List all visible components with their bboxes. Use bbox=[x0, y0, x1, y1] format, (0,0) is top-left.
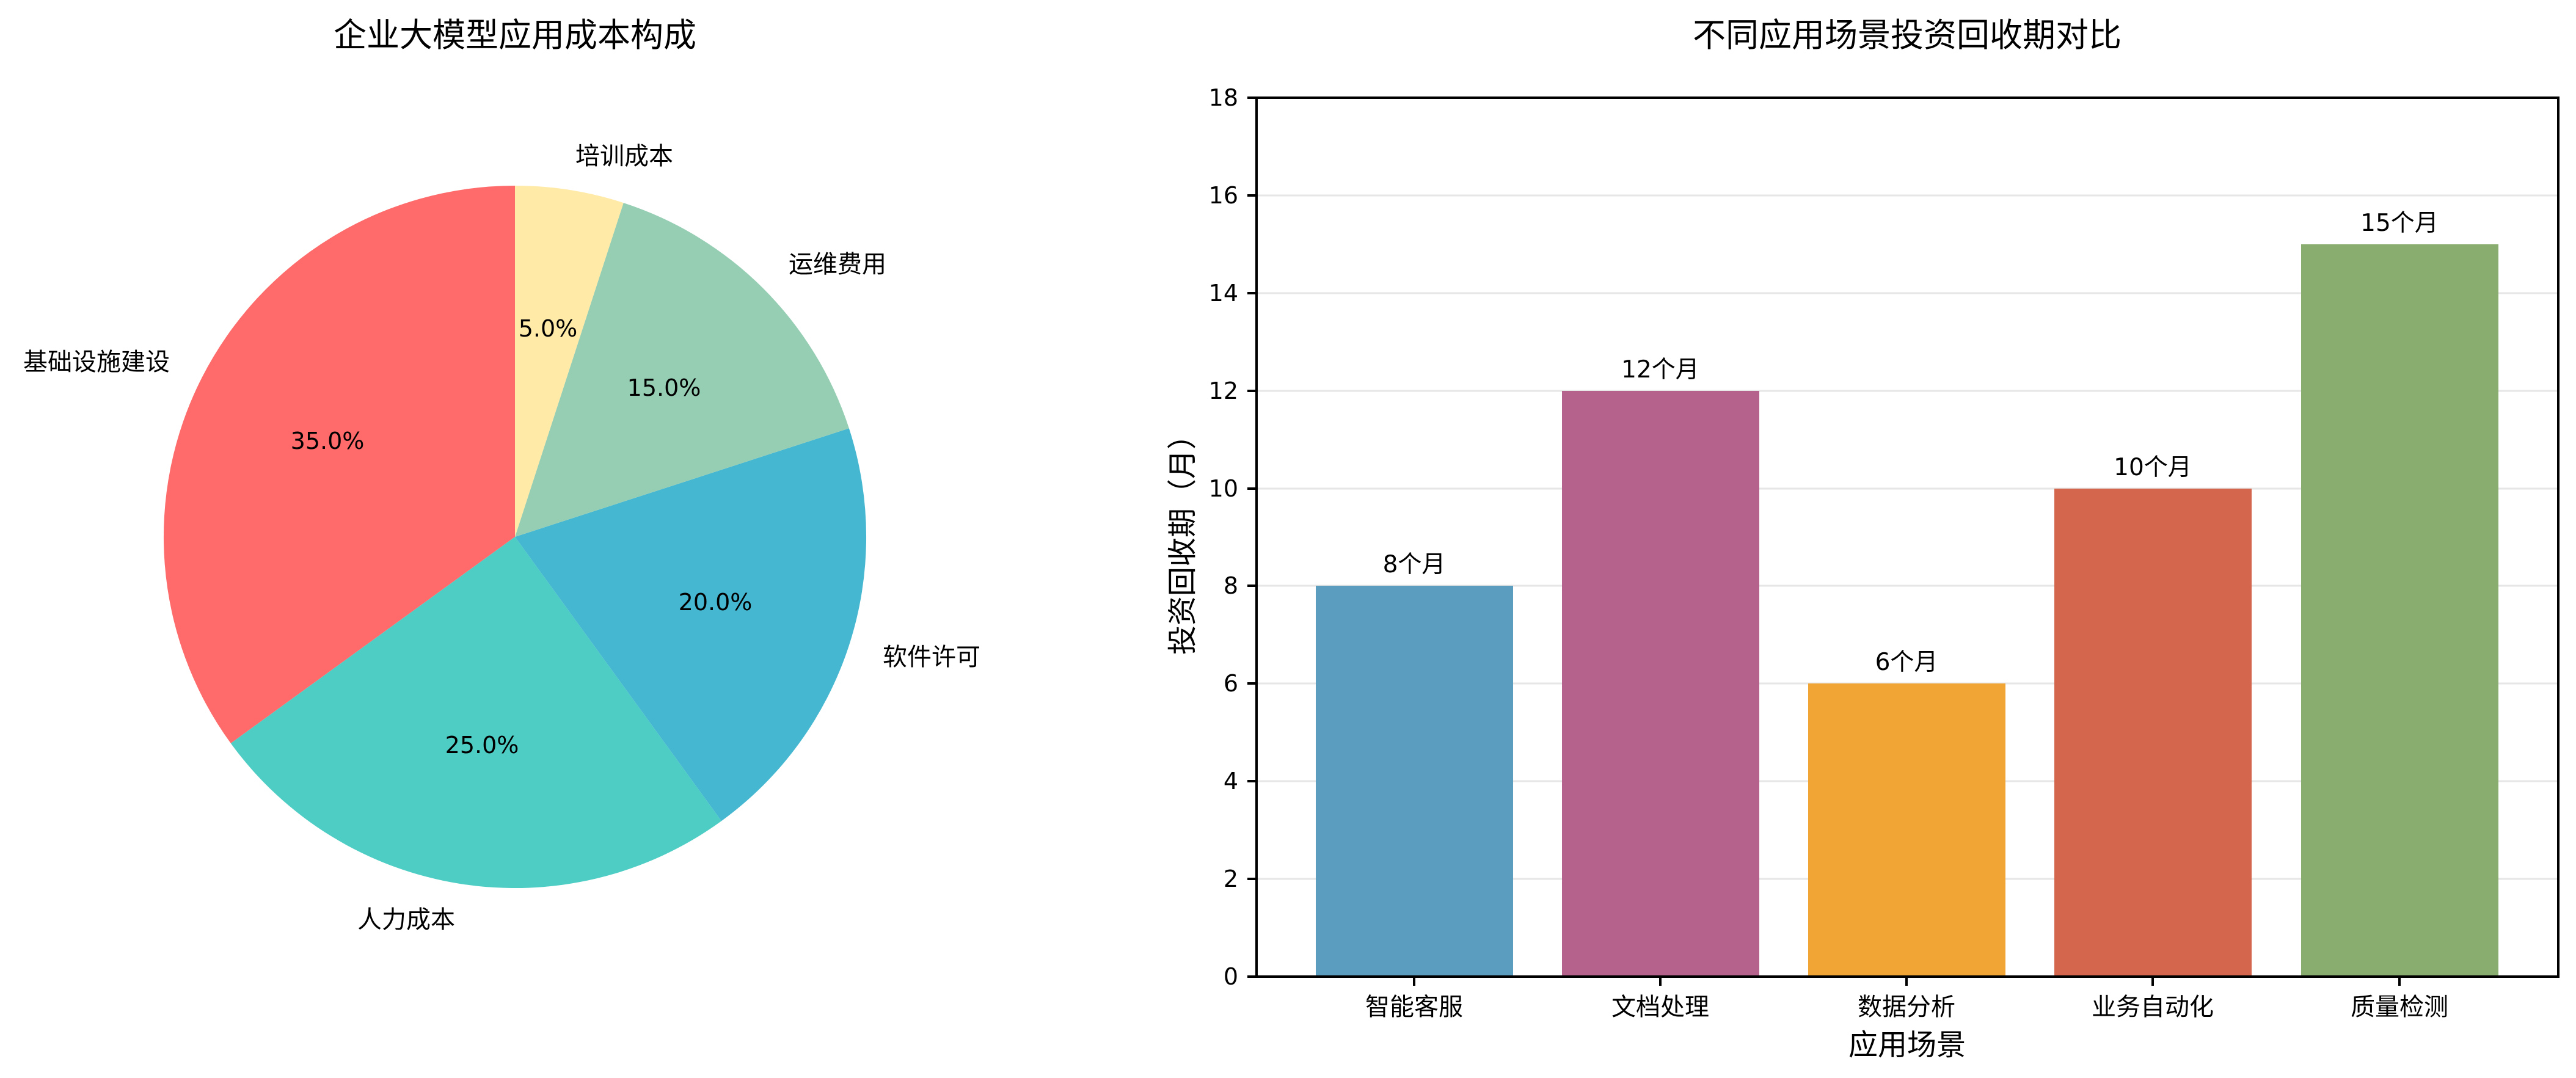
pie-slice-infrastructure bbox=[163, 186, 516, 743]
pie-pct-software: 20.0% bbox=[679, 589, 753, 616]
y-tick-label: 12 bbox=[1209, 377, 1238, 404]
pie-pct-maintenance: 15.0% bbox=[627, 374, 701, 401]
bar-value-label: 6个月 bbox=[1875, 649, 1938, 676]
pie-chart-title: 企业大模型应用成本构成 bbox=[334, 16, 696, 54]
y-tick-label: 2 bbox=[1224, 865, 1238, 892]
x-axis-label: 应用场景 bbox=[1848, 1028, 1966, 1062]
pie-label-training: 培训成本 bbox=[575, 142, 673, 170]
y-tick-label: 6 bbox=[1224, 670, 1238, 697]
y-tick-label: 18 bbox=[1209, 84, 1238, 111]
pie-label-maintenance: 运维费用 bbox=[789, 250, 886, 279]
y-tick-label: 14 bbox=[1209, 280, 1238, 307]
pie-pct-infrastructure: 35.0% bbox=[291, 428, 365, 454]
x-tick-label: 文档处理 bbox=[1611, 993, 1709, 1021]
x-axis: 智能客服 文档处理 数据分析 业务自动化 质量检测 bbox=[1365, 977, 2448, 1021]
y-tick-label: 0 bbox=[1224, 963, 1238, 990]
bar-value-label: 12个月 bbox=[1621, 356, 1699, 384]
pie-slice-maintenance bbox=[515, 203, 849, 537]
y-tick-label: 10 bbox=[1209, 475, 1238, 502]
x-tick-label: 数据分析 bbox=[1858, 993, 1955, 1021]
pie-chart: 企业大模型应用成本构成 35.0% 25.0% 20.0% 15.0% 5.0%… bbox=[23, 16, 980, 934]
y-axis: 0 2 4 6 8 10 12 14 16 18 bbox=[1209, 84, 1257, 990]
bar-chart: 不同应用场景投资回收期对比 8个月 12个月 6个月 10个月 15个月 bbox=[1166, 16, 2560, 1062]
x-tick-label: 智能客服 bbox=[1365, 993, 1463, 1021]
bar-document-processing bbox=[1562, 391, 1759, 977]
bar-data-analysis bbox=[1808, 683, 2005, 977]
bar-smart-customer-service bbox=[1316, 586, 1513, 977]
pie-label-software: 软件许可 bbox=[883, 643, 980, 671]
bar-value-label: 8个月 bbox=[1383, 551, 1446, 578]
pie-pct-training: 5.0% bbox=[519, 315, 578, 342]
x-tick-label: 质量检测 bbox=[2351, 993, 2448, 1021]
bar-chart-title: 不同应用场景投资回收期对比 bbox=[1693, 16, 2122, 54]
pie-slice-software bbox=[515, 428, 867, 821]
bar-quality-inspection bbox=[2301, 244, 2498, 977]
pie-slice-training bbox=[515, 185, 624, 537]
y-axis-label: 投资回收期（月） bbox=[1166, 420, 1200, 655]
bar-value-label: 10个月 bbox=[2114, 454, 2192, 481]
bar-business-automation bbox=[2054, 489, 2252, 977]
pie-slice-labor bbox=[230, 537, 721, 889]
y-tick-label: 16 bbox=[1209, 182, 1238, 209]
x-tick-label: 业务自动化 bbox=[2092, 993, 2214, 1021]
y-tick-label: 4 bbox=[1224, 768, 1238, 795]
bar-value-label: 15个月 bbox=[2360, 209, 2439, 237]
pie-label-infrastructure: 基础设施建设 bbox=[23, 348, 170, 376]
pie-pct-labor: 25.0% bbox=[445, 732, 519, 759]
y-tick-label: 8 bbox=[1224, 572, 1238, 599]
pie-label-labor: 人力成本 bbox=[357, 906, 455, 934]
